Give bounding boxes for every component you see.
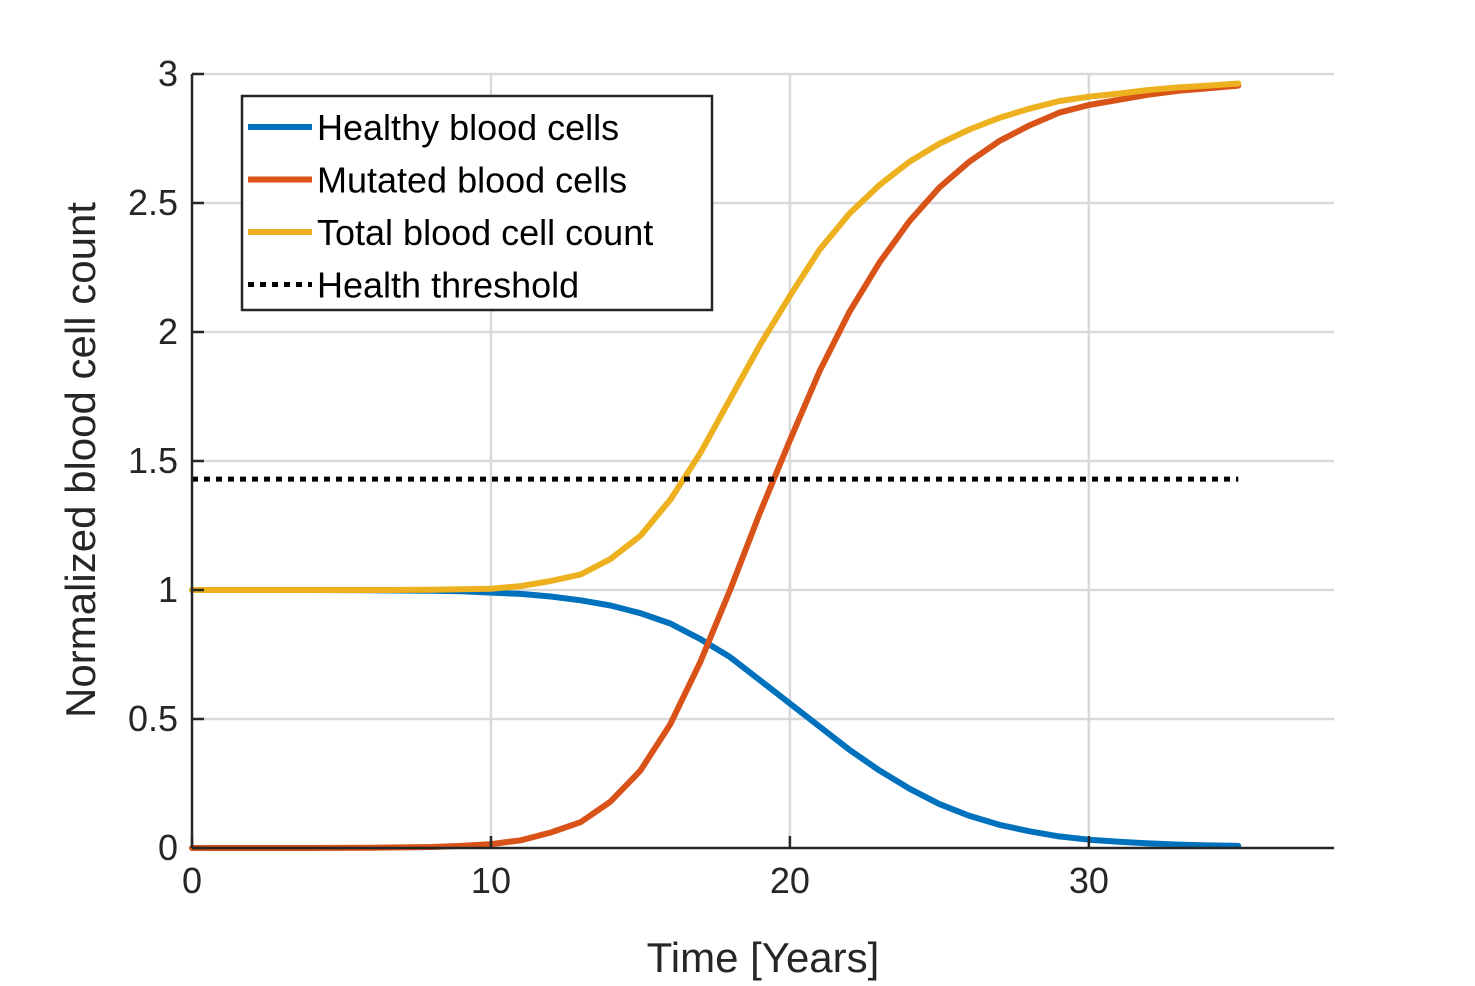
legend-box xyxy=(240,94,714,312)
x-tick-label: 30 xyxy=(1069,860,1109,901)
series-lines xyxy=(189,80,1242,851)
legend-entry: Mutated blood cells xyxy=(317,160,627,201)
legend-entry: Healthy blood cells xyxy=(317,107,619,148)
y-tick-label: 2 xyxy=(158,311,178,352)
series-line-total-blood-cell-count xyxy=(189,80,1242,593)
legend: Healthy blood cells Mutated blood cells To… xyxy=(240,94,714,312)
y-axis-label: Normalized blood cell count xyxy=(57,202,104,718)
x-tick-label: 10 xyxy=(471,860,511,901)
tick-labels: 0 10 20 30 0 0.5 1 1.5 2 2.5 3 xyxy=(128,53,1109,901)
axes xyxy=(190,72,1334,850)
y-tick-label: 1 xyxy=(158,569,178,610)
legend-entry: Health threshold xyxy=(317,265,579,306)
y-tick-label: 1.5 xyxy=(128,440,178,481)
y-tick-label: 0 xyxy=(158,827,178,868)
legend-entry: Total blood cell count xyxy=(317,212,653,253)
x-tick-label: 20 xyxy=(770,860,810,901)
series-line-mutated-blood-cells xyxy=(189,82,1242,851)
y-tick-label: 0.5 xyxy=(128,698,178,739)
y-tick-label: 2.5 xyxy=(128,182,178,223)
x-tick-label: 0 xyxy=(182,860,202,901)
y-tick-label: 3 xyxy=(158,53,178,94)
x-axis-label: Time [Years] xyxy=(647,934,880,981)
